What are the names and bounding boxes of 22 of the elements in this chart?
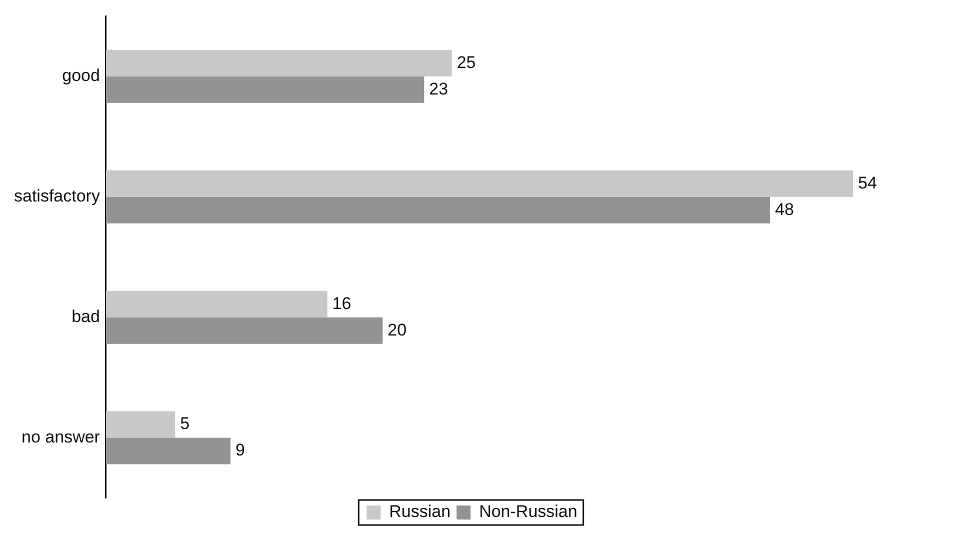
- data-label: 16: [332, 294, 352, 313]
- bar: [106, 76, 424, 103]
- data-label: 54: [858, 173, 877, 192]
- legend-label: Non-Russian: [479, 502, 578, 522]
- y-tick-label: good: [62, 66, 100, 86]
- data-label: 5: [180, 414, 190, 434]
- data-label: 25: [456, 52, 476, 72]
- y-tick-label: satisfactory: [14, 186, 100, 206]
- y-tick-label: no answer: [22, 427, 100, 446]
- bar: [106, 290, 328, 318]
- bar: [106, 170, 853, 197]
- bar: [106, 196, 770, 224]
- bar: [106, 411, 176, 438]
- y-tick-label: bad: [72, 307, 100, 326]
- data-label: 48: [774, 200, 794, 219]
- bar: [106, 50, 452, 76]
- bar: [106, 438, 230, 464]
- bar: [106, 317, 383, 344]
- data-label: 9: [235, 440, 245, 460]
- legend-label: Russian: [389, 502, 451, 522]
- data-label: 20: [388, 320, 407, 340]
- data-label: 23: [429, 79, 448, 98]
